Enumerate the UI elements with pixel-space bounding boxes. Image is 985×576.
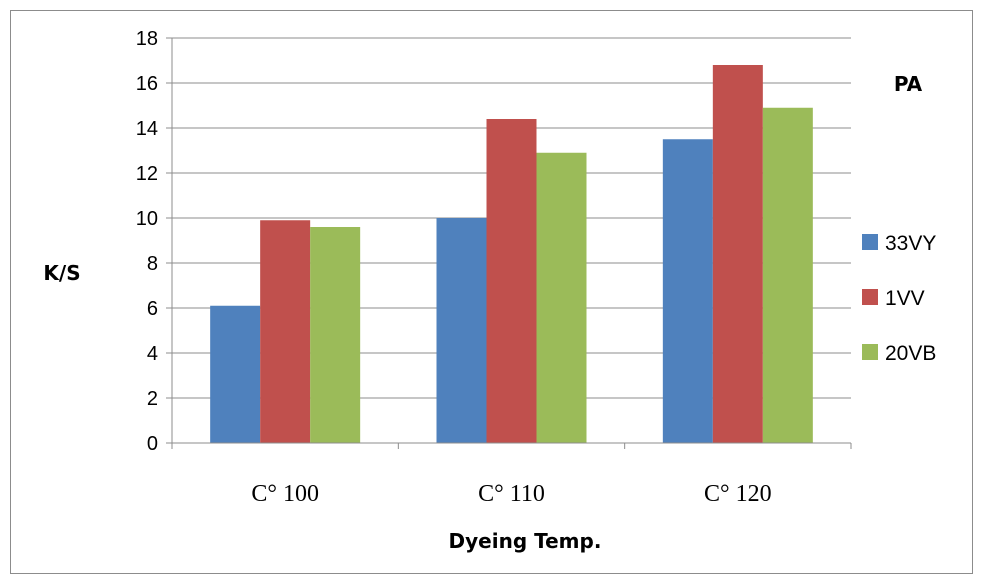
- legend-swatch-33vy: [862, 234, 878, 250]
- y-tick-label: 14: [136, 118, 158, 140]
- bar-20vb-1: [310, 227, 361, 443]
- legend-swatch-1vv: [862, 289, 878, 305]
- y-tick-label: 12: [136, 163, 158, 185]
- legend-label-33vy: 33VY: [885, 232, 936, 255]
- x-axis-label: Dyeing Temp.: [449, 529, 602, 553]
- y-axis-label: K/S: [43, 261, 80, 285]
- bar-1vv-2: [486, 119, 537, 443]
- bars: [210, 65, 813, 443]
- bar-1vv-1: [260, 220, 311, 443]
- axes: [171, 38, 852, 449]
- y-tick-label: 8: [147, 253, 158, 275]
- x-tick-label: C° 100: [251, 481, 319, 507]
- y-tick-labels: 0 2 4 6 8 10 12 14 16 18: [136, 28, 158, 455]
- y-tick-label: 4: [147, 343, 158, 365]
- x-tick-label: C° 110: [478, 481, 545, 507]
- y-tick-label: 16: [136, 73, 158, 95]
- chart-annotation: PA: [894, 72, 923, 96]
- bar-33vy-3: [662, 139, 713, 443]
- y-tick-label: 6: [147, 298, 158, 320]
- y-tick-label: 10: [136, 208, 158, 230]
- y-tick-label: 0: [147, 433, 158, 455]
- x-tick-labels: C° 100 C° 110 C° 120: [251, 481, 771, 507]
- bar-20vb-2: [536, 152, 587, 443]
- legend: 33VY 1VV 20VB: [862, 232, 936, 365]
- y-tick-label: 2: [147, 388, 158, 410]
- legend-label-1vv: 1VV: [885, 287, 925, 310]
- bar-33vy-1: [210, 305, 261, 443]
- y-tick-label: 18: [136, 28, 158, 50]
- legend-swatch-20vb: [862, 344, 878, 360]
- bar-20vb-3: [762, 107, 813, 443]
- legend-label-20vb: 20VB: [885, 342, 936, 365]
- x-tick-label: C° 120: [704, 481, 772, 507]
- bar-33vy-2: [436, 218, 487, 443]
- bar-1vv-3: [712, 65, 763, 443]
